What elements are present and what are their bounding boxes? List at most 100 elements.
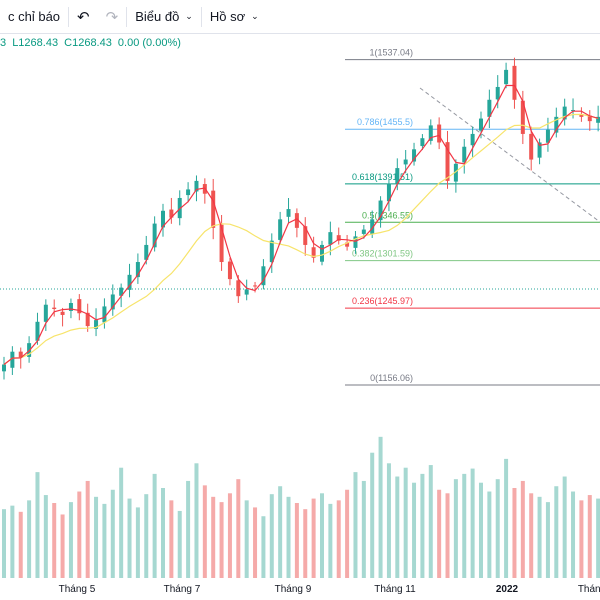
candle-body: [253, 285, 258, 287]
candle-body: [445, 142, 450, 181]
volume-bar: [512, 488, 517, 578]
volume-bar: [27, 500, 32, 578]
volume-bar: [529, 493, 534, 578]
fib-level-label: 0.5(1346.55): [362, 210, 413, 220]
candle-body: [286, 209, 291, 217]
volume-bar: [562, 476, 567, 578]
volume-bar: [328, 503, 333, 578]
candle-body: [10, 351, 15, 368]
volume-bar: [85, 480, 90, 578]
volume-bar: [169, 500, 174, 578]
fib-level-label: 0(1156.06): [370, 373, 413, 383]
x-axis-label: Tháng 11: [374, 584, 416, 595]
volume-bar: [94, 496, 99, 578]
volume-bar: [554, 486, 559, 578]
profile-menu-label: Hồ sơ: [209, 9, 246, 24]
candle-body: [537, 142, 542, 158]
volume-bar: [420, 473, 425, 578]
volume-bar: [437, 489, 442, 578]
candle-body: [261, 266, 266, 286]
candle-body: [60, 311, 65, 315]
x-axis-label: Tháng 5: [59, 584, 96, 595]
volume-bar: [110, 489, 115, 578]
volume-bar: [60, 514, 65, 578]
candle-body: [135, 262, 140, 278]
volume-bar: [177, 510, 182, 578]
fib-level-label: 1(1537.04): [369, 48, 413, 58]
volume-bar: [202, 485, 207, 578]
candle-body: [219, 224, 224, 263]
volume-bar: [487, 491, 492, 578]
candle-body: [186, 189, 191, 196]
volume-bar: [462, 473, 467, 578]
ohlc-prefix: 3: [0, 37, 7, 49]
candle-body: [520, 100, 525, 134]
volume-bar: [453, 479, 458, 578]
volume-bar: [579, 500, 584, 578]
candle-body: [303, 226, 308, 245]
volume-bar: [478, 482, 483, 578]
volume-bar: [336, 500, 341, 578]
volume-bar: [395, 476, 400, 578]
candle-body: [211, 190, 216, 228]
indicators-button[interactable]: c chỉ báo: [0, 0, 68, 33]
candle-body: [119, 287, 124, 296]
volume-bar: [571, 491, 576, 578]
volume-bar: [303, 509, 308, 578]
candle-body: [587, 115, 592, 122]
volume-bar: [286, 496, 291, 578]
toolbar-divider: [200, 6, 202, 27]
volume-bar: [127, 498, 132, 578]
profile-menu-button[interactable]: Hồ sơ ⌄: [202, 0, 267, 33]
candle-body: [18, 351, 23, 358]
volume-bar: [68, 502, 73, 578]
candle-body: [102, 306, 107, 323]
candle-body: [336, 235, 341, 241]
volume-bar: [353, 472, 358, 578]
x-axis-label: 2022: [496, 584, 519, 595]
volume-bar: [319, 493, 324, 578]
volume-bar: [470, 468, 475, 578]
volume-bar: [261, 516, 266, 578]
candle-body: [244, 289, 249, 295]
volume-bar: [596, 498, 600, 578]
toolbar-divider: [68, 6, 70, 27]
candle-body: [194, 180, 199, 192]
volume-bar: [102, 503, 107, 578]
volume-bar: [345, 489, 350, 578]
candle-body: [169, 209, 174, 218]
volume-bar: [186, 480, 191, 578]
volume-bar: [370, 452, 375, 578]
volume-bar: [386, 463, 391, 578]
volume-bar: [587, 495, 592, 578]
chart-menu-button[interactable]: Biểu đồ ⌄: [127, 0, 201, 33]
candle-body: [370, 219, 375, 234]
chart-menu-label: Biểu đồ: [135, 9, 180, 24]
volume-bar: [77, 491, 82, 578]
volume-bar: [428, 465, 433, 578]
volume-bar: [18, 511, 23, 578]
ohlc-change: 0.00 (0.00%): [117, 37, 181, 49]
price-chart[interactable]: 1(1537.04) 0.786(1455.5) 0.618(1391.51) 0.5…: [0, 34, 600, 600]
redo-button[interactable]: ↷: [98, 0, 127, 33]
candle-body: [470, 133, 475, 146]
volume-bar: [219, 502, 224, 578]
candle-body: [127, 274, 132, 290]
volume-bar: [520, 480, 525, 578]
candle-body: [227, 261, 232, 280]
volume-bar: [135, 507, 140, 578]
undo-button[interactable]: ↶: [69, 0, 98, 33]
volume-bar: [445, 493, 450, 578]
redo-icon: ↷: [105, 8, 119, 26]
volume-bar: [10, 505, 15, 578]
candle-body: [110, 294, 115, 310]
candle-body: [294, 213, 299, 228]
chevron-down-icon: ⌄: [185, 11, 193, 21]
candle-body: [571, 110, 576, 112]
x-axis-label: Tháng 7: [164, 584, 201, 595]
ohlc-legend: 3 L1268.43 C1268.43 0.00 (0.00%): [0, 37, 184, 49]
volume-bar: [311, 498, 316, 578]
candle-body: [529, 133, 534, 160]
candle-body: [437, 124, 442, 143]
toolbar-divider: [126, 6, 128, 27]
